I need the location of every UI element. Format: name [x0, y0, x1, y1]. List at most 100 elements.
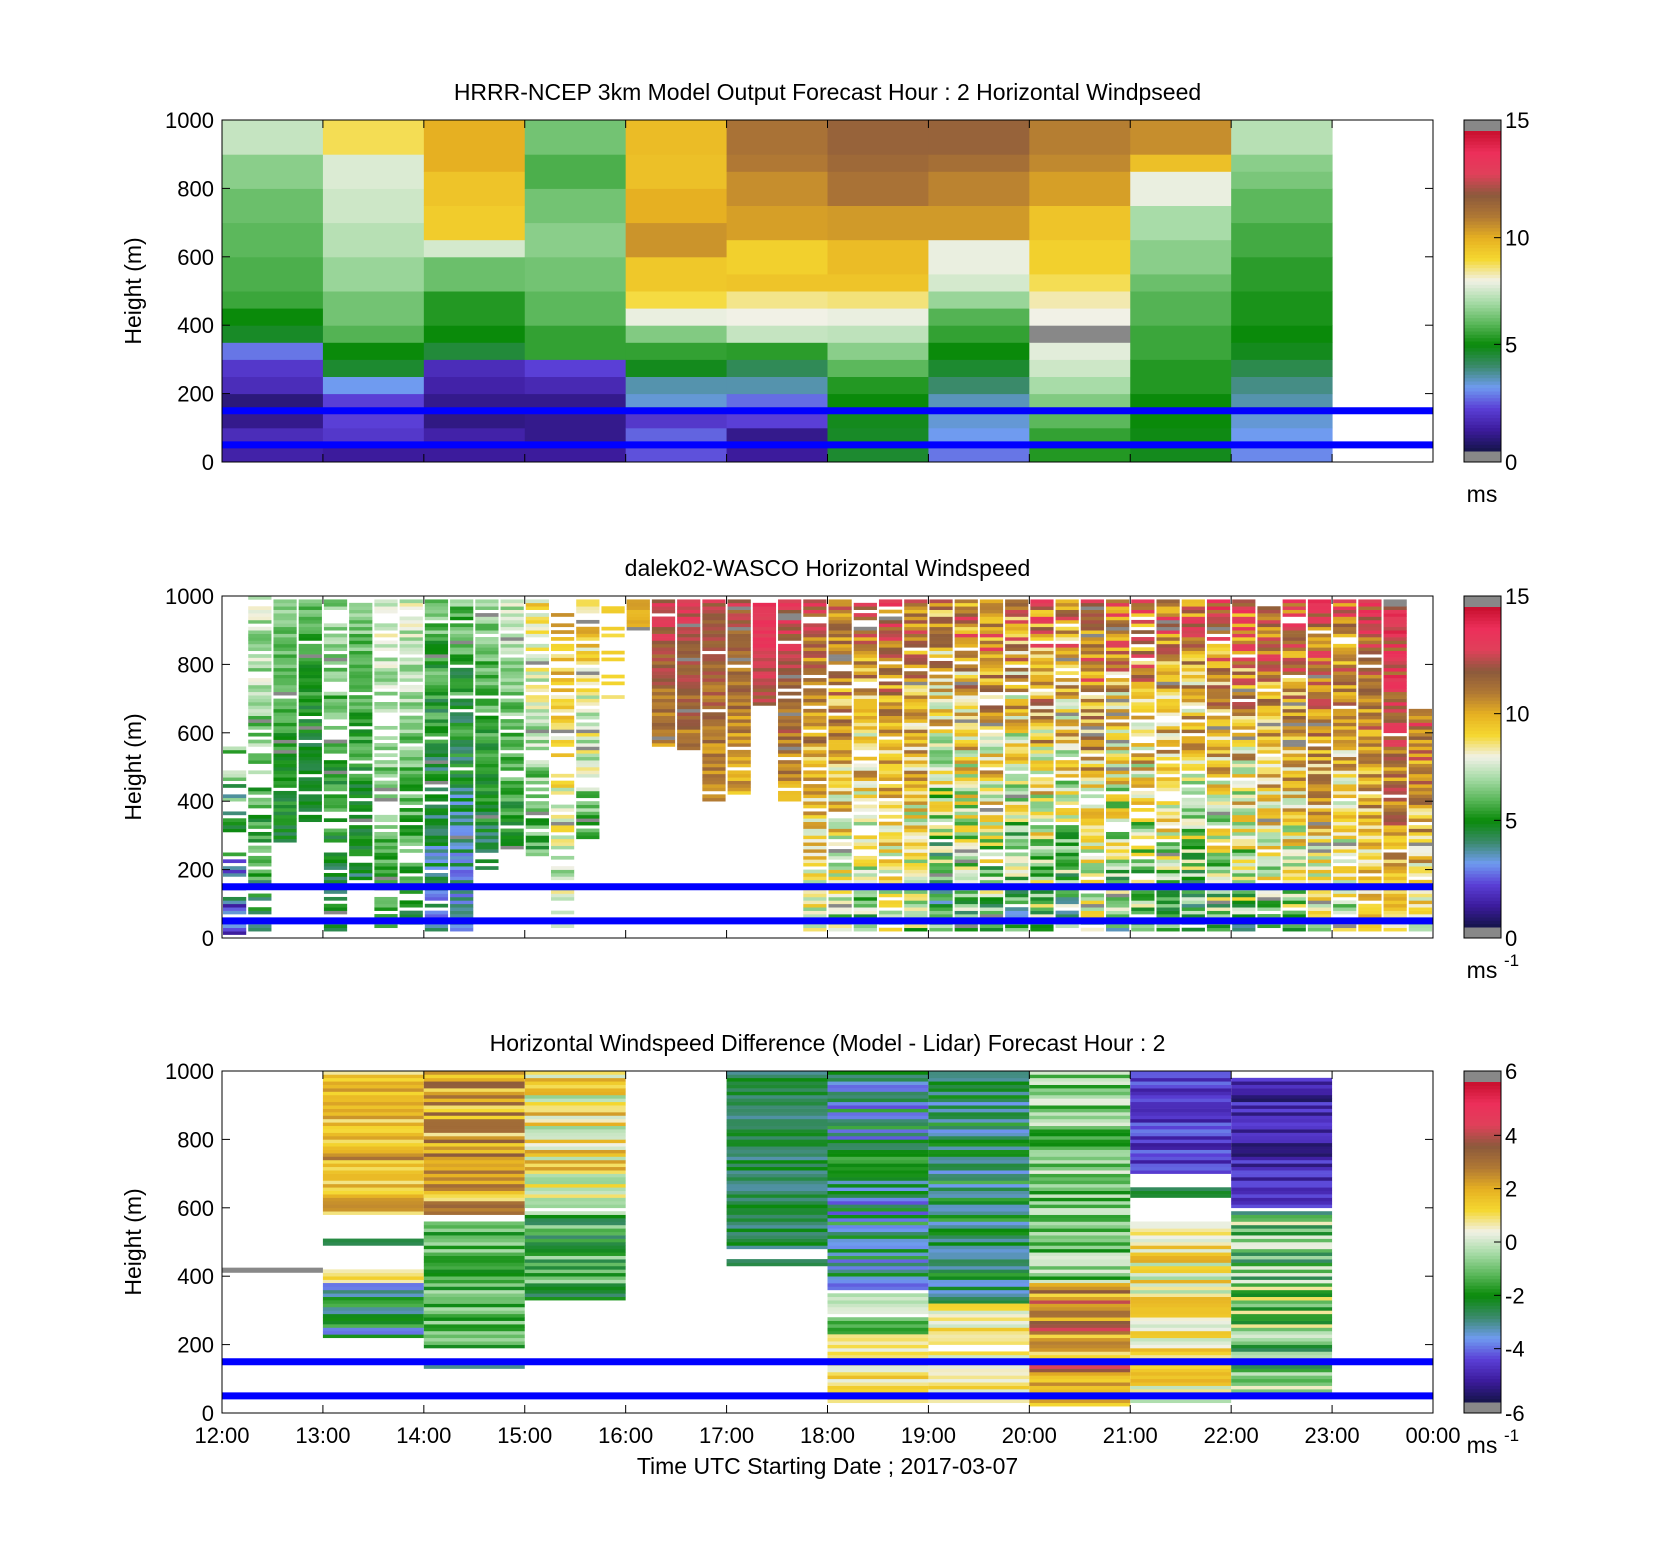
heatmap-cell — [322, 1317, 424, 1321]
heatmap-cell — [1383, 753, 1407, 758]
heatmap-cell — [1231, 1112, 1333, 1116]
heatmap-cell — [550, 647, 575, 652]
heatmap-cell — [803, 773, 827, 778]
heatmap-cell — [651, 671, 676, 675]
heatmap-cell — [954, 866, 978, 870]
heatmap-cell — [1206, 671, 1231, 675]
heatmap-cell — [1333, 924, 1357, 929]
heatmap-cell — [954, 688, 978, 693]
heatmap-cell — [1231, 1214, 1333, 1219]
heatmap-cell — [1181, 903, 1205, 908]
heatmap-cell — [601, 674, 625, 679]
heatmap-cell — [399, 664, 423, 669]
heatmap-cell — [500, 660, 524, 665]
heatmap-cell — [1358, 845, 1382, 850]
heatmap-cell — [500, 623, 524, 628]
heatmap-cell — [1307, 862, 1332, 867]
colorbar-swatch — [1464, 164, 1501, 169]
heatmap-cell — [273, 599, 297, 604]
heatmap-cell — [349, 654, 373, 658]
heatmap-cell — [298, 681, 322, 686]
heatmap-cell — [349, 678, 373, 682]
colorbar-swatch — [1464, 1178, 1501, 1183]
x-tick-label: 13:00 — [295, 1423, 350, 1448]
heatmap-cell — [423, 1094, 525, 1099]
heatmap-cell — [500, 626, 524, 631]
heatmap-cell — [1232, 688, 1256, 693]
heatmap-cell — [423, 376, 526, 395]
heatmap-cell — [1358, 821, 1382, 826]
heatmap-cell — [349, 671, 373, 675]
heatmap-cell — [1206, 801, 1231, 805]
heatmap-cell — [374, 640, 398, 645]
heatmap-cell — [853, 746, 877, 751]
heatmap-cell — [929, 681, 953, 686]
heatmap-cell — [928, 376, 1030, 395]
heatmap-cell — [803, 903, 827, 908]
heatmap-cell — [1257, 623, 1281, 628]
heatmap-cell — [273, 643, 297, 648]
heatmap-cell — [878, 869, 903, 874]
heatmap-cell — [550, 784, 575, 788]
colorbar-swatch — [1464, 384, 1501, 389]
heatmap-cell — [1130, 1071, 1232, 1075]
heatmap-cell — [1005, 760, 1029, 764]
heatmap-cell — [1408, 777, 1432, 781]
heatmap-cell — [423, 205, 526, 241]
heatmap-cell — [904, 681, 928, 686]
heatmap-cell — [954, 903, 978, 908]
heatmap-cell — [827, 1337, 929, 1342]
colorbar-swatch — [1464, 247, 1501, 252]
heatmap-cell — [878, 630, 903, 634]
heatmap-cell — [827, 410, 929, 429]
heatmap-cell — [1358, 808, 1382, 812]
heatmap-cell — [424, 770, 449, 775]
heatmap-cell — [1333, 831, 1357, 836]
heatmap-cell — [1206, 695, 1231, 699]
heatmap-cell — [778, 609, 802, 614]
heatmap-cell — [1030, 890, 1054, 894]
heatmap-cell — [1307, 613, 1332, 617]
heatmap-cell — [349, 784, 373, 788]
heatmap-cell — [1206, 907, 1231, 911]
heatmap-cell — [1257, 862, 1281, 867]
heatmap-cell — [929, 606, 953, 610]
heatmap-cell — [928, 1153, 1030, 1157]
heatmap-cell — [1333, 835, 1357, 840]
x-tick-label: 18:00 — [800, 1423, 855, 1448]
heatmap-cell — [904, 688, 928, 693]
heatmap-cell — [1005, 637, 1029, 641]
heatmap-cell — [929, 660, 953, 665]
heatmap-cell — [778, 797, 802, 802]
heatmap-cell — [1156, 691, 1180, 696]
heatmap-cell — [1206, 763, 1231, 768]
heatmap-cell — [1257, 801, 1281, 805]
heatmap-cell — [1333, 777, 1357, 781]
heatmap-cell — [298, 650, 322, 655]
heatmap-cell — [1030, 797, 1054, 802]
heatmap-cell — [904, 903, 928, 908]
heatmap-cell — [929, 876, 953, 881]
heatmap-cell — [273, 647, 297, 652]
heatmap-cell — [248, 756, 272, 761]
heatmap-cell — [525, 657, 549, 662]
heatmap-cell — [1029, 1389, 1131, 1393]
heatmap-cell — [1080, 804, 1105, 809]
heatmap-cell — [248, 770, 272, 775]
heatmap-cell — [651, 640, 676, 645]
heatmap-cell — [524, 222, 627, 258]
heatmap-cell — [828, 790, 852, 795]
heatmap-cell — [651, 698, 676, 703]
heatmap-cell — [827, 1163, 929, 1168]
heatmap-cell — [423, 1115, 525, 1120]
heatmap-cell — [349, 626, 373, 631]
heatmap-cell — [954, 702, 978, 706]
heatmap-cell — [1333, 763, 1357, 768]
heatmap-cell — [248, 684, 272, 689]
heatmap-cell — [827, 1303, 929, 1308]
heatmap-cell — [1181, 599, 1205, 604]
heatmap-cell — [450, 825, 474, 829]
heatmap-cell — [525, 654, 549, 658]
heatmap-cell — [928, 1180, 1030, 1185]
heatmap-cell — [928, 1071, 1030, 1075]
